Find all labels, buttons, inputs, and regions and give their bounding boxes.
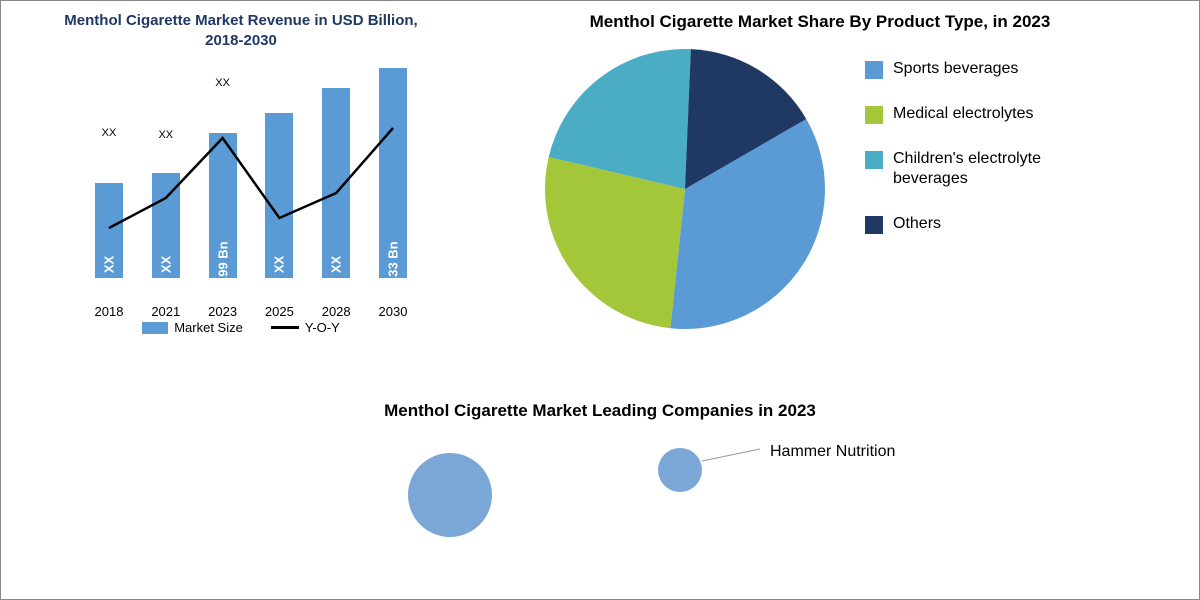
bar-rect: XX bbox=[265, 113, 293, 278]
legend-market-size: Market Size bbox=[142, 320, 243, 335]
bar-chart-panel: Menthol Cigarette Market Revenue in USD … bbox=[31, 11, 451, 391]
bar-value-label: XX bbox=[272, 256, 287, 273]
bar-rect: XX bbox=[152, 173, 180, 278]
pie-legend-label: Children's electrolyte beverages bbox=[893, 149, 1105, 191]
pie-legend-item: Sports beverages bbox=[865, 59, 1105, 80]
bar-chart-title: Menthol Cigarette Market Revenue in USD … bbox=[31, 11, 451, 58]
pie-legend-label: Sports beverages bbox=[893, 59, 1018, 80]
bubble-area: Hammer Nutrition bbox=[200, 435, 1000, 555]
pie-legend-swatch bbox=[865, 216, 883, 234]
bar-rect: 2.99 Bn bbox=[209, 133, 237, 278]
bubble-chart-title: Menthol Cigarette Market Leading Compani… bbox=[384, 401, 816, 421]
pie-svg bbox=[535, 39, 835, 339]
pie-legend-item: Medical electrolytes bbox=[865, 104, 1105, 125]
bar-column: XX bbox=[261, 113, 297, 278]
bar-x-label: 2021 bbox=[148, 304, 184, 319]
bar-value-label: XX bbox=[329, 256, 344, 273]
pie-legend-swatch bbox=[865, 151, 883, 169]
bar-value-label: 4.33 Bn bbox=[386, 241, 401, 287]
bar-x-label: 2030 bbox=[375, 304, 411, 319]
bar-column: 2.99 BnXX bbox=[205, 133, 241, 278]
pie-chart-panel: Menthol Cigarette Market Share By Produc… bbox=[451, 11, 1169, 391]
bar-column: XXXX bbox=[91, 183, 127, 278]
bar-chart-plot: XXXXXXXX2.99 BnXXXXXX4.33 Bn 20182021202… bbox=[61, 58, 421, 298]
bar-top-label: XX bbox=[215, 77, 230, 89]
legend-market-size-label: Market Size bbox=[174, 320, 243, 335]
pie-legend-swatch bbox=[865, 61, 883, 79]
bar-x-label: 2025 bbox=[261, 304, 297, 319]
company-bubble-label: Hammer Nutrition bbox=[770, 443, 895, 461]
bar-chart-legend: Market Size Y-O-Y bbox=[142, 320, 340, 335]
bar-value-label: XX bbox=[158, 256, 173, 273]
pie-legend-item: Children's electrolyte beverages bbox=[865, 149, 1105, 191]
bar-rect: 4.33 Bn bbox=[379, 68, 407, 278]
infographic-container: Menthol Cigarette Market Revenue in USD … bbox=[0, 0, 1200, 600]
bubble-chart-panel: Menthol Cigarette Market Leading Compani… bbox=[31, 391, 1169, 589]
bar-x-label: 2018 bbox=[91, 304, 127, 319]
legend-yoy: Y-O-Y bbox=[271, 320, 340, 335]
pie-legend-item: Others bbox=[865, 214, 1105, 235]
pie-row: Sports beverages Medical electrolytes Chil… bbox=[535, 39, 1105, 339]
bar-rect: XX bbox=[322, 88, 350, 278]
legend-yoy-label: Y-O-Y bbox=[305, 320, 340, 335]
bar-column: XXXX bbox=[148, 173, 184, 278]
bar-value-label: 2.99 Bn bbox=[215, 241, 230, 287]
pie-chart-title: Menthol Cigarette Market Share By Produc… bbox=[590, 11, 1051, 33]
legend-line-swatch bbox=[271, 326, 299, 329]
bar-top-label: XX bbox=[102, 127, 117, 139]
bars-area: XXXXXXXX2.99 BnXXXXXX4.33 Bn bbox=[91, 68, 411, 278]
pie-svg-wrap bbox=[535, 39, 835, 339]
pie-legend-label: Medical electrolytes bbox=[893, 104, 1034, 125]
pie-legend-swatch bbox=[865, 106, 883, 124]
bar-value-label: XX bbox=[102, 256, 117, 273]
bar-rect: XX bbox=[95, 183, 123, 278]
pie-legend-label: Others bbox=[893, 214, 941, 235]
top-row: Menthol Cigarette Market Revenue in USD … bbox=[31, 11, 1169, 391]
bar-column: XX bbox=[318, 88, 354, 278]
legend-bar-swatch bbox=[142, 322, 168, 334]
bar-x-label: 2023 bbox=[205, 304, 241, 319]
pie-legend: Sports beverages Medical electrolytes Chil… bbox=[865, 39, 1105, 235]
bar-top-label: XX bbox=[158, 129, 173, 141]
bar-column: 4.33 Bn bbox=[375, 68, 411, 278]
bar-x-label: 2028 bbox=[318, 304, 354, 319]
